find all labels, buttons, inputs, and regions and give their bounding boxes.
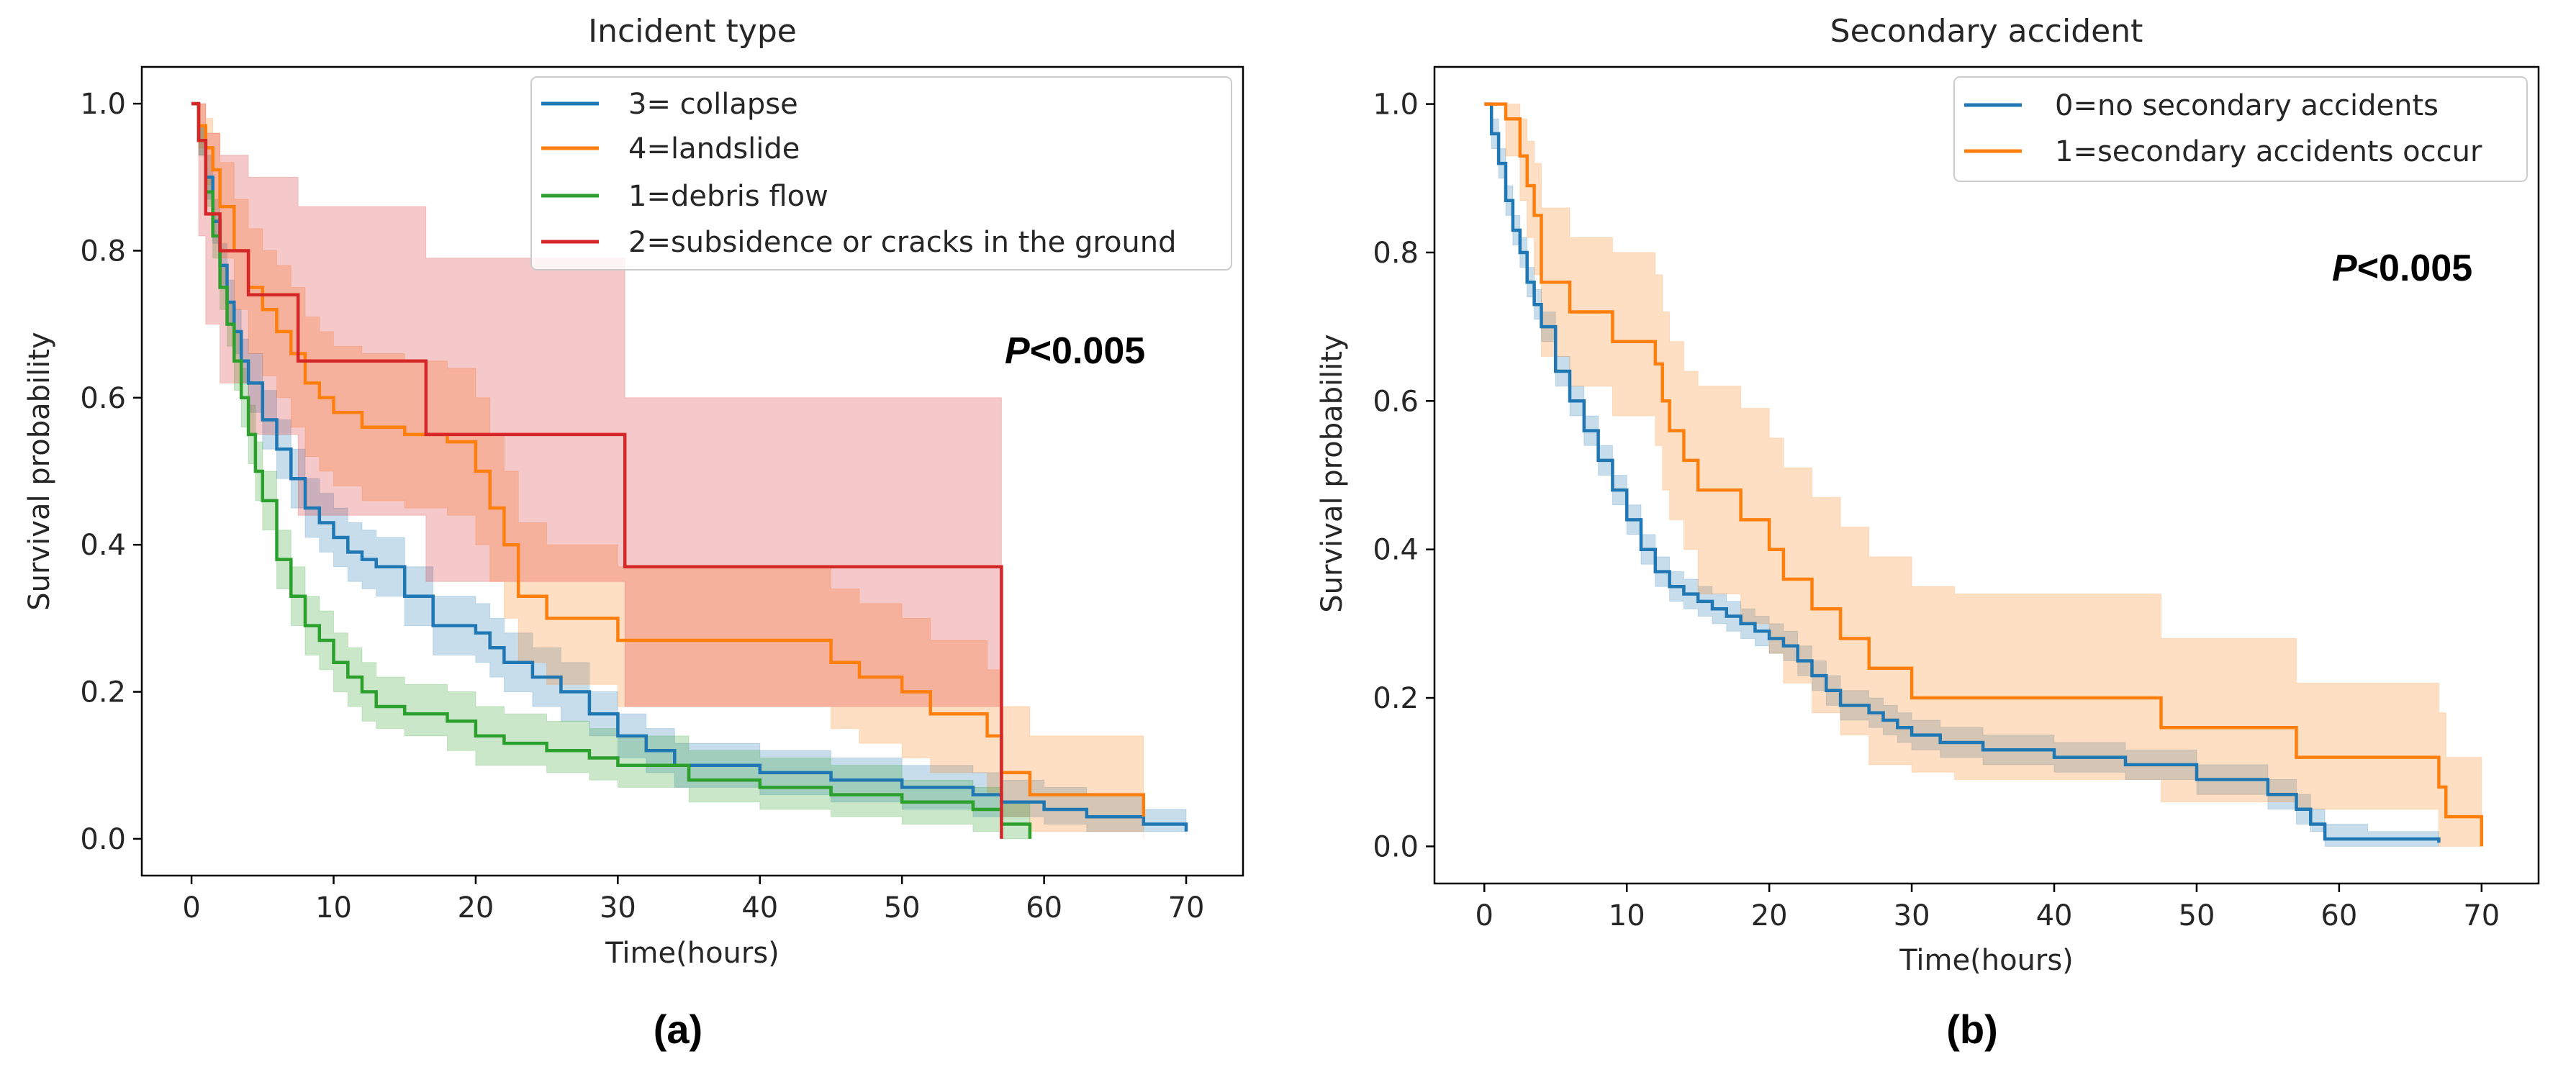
legend-label: 0=no secondary accidents xyxy=(2055,89,2439,122)
confidence-band xyxy=(191,103,1187,835)
y-tick-label: 0.8 xyxy=(80,235,126,268)
panel-caption: (b) xyxy=(1946,1007,1998,1052)
legend-label: 1=secondary accidents occur xyxy=(2055,135,2482,168)
p-value-text: <0.005 xyxy=(2357,247,2473,289)
y-tick-label: 1.0 xyxy=(1373,88,1419,122)
x-tick-label: 60 xyxy=(1026,891,1062,925)
x-tick-label: 70 xyxy=(2463,899,2500,932)
x-axis-label: Time(hours) xyxy=(1899,944,2074,977)
legend-entry: 0=no secondary accidents xyxy=(1964,89,2439,122)
x-tick-label: 40 xyxy=(2036,899,2073,932)
x-tick-label: 0 xyxy=(1475,899,1493,932)
y-tick-label: 0.0 xyxy=(1373,830,1419,863)
survival-line xyxy=(191,101,1003,839)
panel-a: Incident type 0.0 0.2 0.4 0.6 0.8 1.0 0 10 20 30… xyxy=(23,13,1244,1052)
p-value-symbol: P xyxy=(1005,330,1030,372)
y-tick-label: 0.4 xyxy=(1373,534,1419,567)
x-tick-label: 60 xyxy=(2320,899,2357,932)
y-tick-label: 0.2 xyxy=(1373,682,1419,715)
x-tick-label: 10 xyxy=(1609,899,1645,932)
legend-entry: 1=debris flow xyxy=(541,180,828,213)
x-tick-label: 40 xyxy=(741,891,778,925)
p-value-annotation: P<0.005 xyxy=(2332,247,2472,289)
y-tick-label: 1.0 xyxy=(80,88,126,121)
legend-box xyxy=(1953,76,2528,182)
y-tick-label: 0.8 xyxy=(1373,237,1419,270)
y-axis-label: Survival probability xyxy=(23,332,56,610)
legend-box xyxy=(530,76,1232,271)
y-tick-label: 0.0 xyxy=(80,823,126,856)
x-tick-label: 30 xyxy=(600,891,636,925)
x-tick-label: 70 xyxy=(1168,891,1205,925)
panel-b: Secondary accident 0.0 0.2 0.4 0.6 0.8 1.0 0 1… xyxy=(1316,13,2540,1052)
y-axis-label: Survival probability xyxy=(1316,334,1349,612)
legend: 3= collapse 4=landslide 1=debris flow 2=… xyxy=(530,76,1232,271)
confidence-band xyxy=(191,103,1144,839)
survival-line xyxy=(191,101,1032,839)
x-axis: 0 10 20 30 40 50 60 70 xyxy=(1475,884,2500,932)
p-value-text: <0.005 xyxy=(1030,330,1146,372)
plot-area xyxy=(191,101,1188,840)
y-tick-label: 0.6 xyxy=(80,382,126,415)
x-tick-label: 20 xyxy=(1751,899,1788,932)
legend-entry: 2=subsidence or cracks in the ground xyxy=(541,226,1177,259)
legend: 0=no secondary accidents 1=secondary acc… xyxy=(1953,76,2528,182)
y-tick-label: 0.6 xyxy=(1373,385,1419,418)
plot-area xyxy=(1484,102,2484,847)
x-tick-label: 10 xyxy=(315,891,352,925)
y-axis: 0.0 0.2 0.4 0.6 0.8 1.0 xyxy=(80,88,142,856)
legend-entry: 1=secondary accidents occur xyxy=(1964,135,2482,168)
axes-frame xyxy=(1433,65,2540,885)
survival-line xyxy=(1484,102,2441,843)
survival-line xyxy=(1484,102,2484,847)
legend-label: 1=debris flow xyxy=(628,180,828,213)
axes-frame xyxy=(140,65,1244,877)
legend-label: 4=landslide xyxy=(628,132,800,165)
x-axis-label: Time(hours) xyxy=(605,937,779,970)
p-value-symbol: P xyxy=(2332,247,2357,289)
survival-line xyxy=(191,101,1188,832)
chart-title: Incident type xyxy=(588,13,797,50)
legend-entry: 4=landslide xyxy=(541,132,800,165)
x-tick-label: 20 xyxy=(457,891,494,925)
x-tick-label: 50 xyxy=(884,891,921,925)
y-tick-label: 0.2 xyxy=(80,676,126,709)
x-axis: 0 10 20 30 40 50 60 70 xyxy=(182,876,1204,925)
p-value-annotation: P<0.005 xyxy=(1005,330,1145,372)
y-axis: 0.0 0.2 0.4 0.6 0.8 1.0 xyxy=(1373,88,1434,863)
legend-label: 2=subsidence or cracks in the ground xyxy=(628,226,1177,259)
y-tick-label: 0.4 xyxy=(80,529,126,562)
x-tick-label: 30 xyxy=(1894,899,1930,932)
legend-entry: 3= collapse xyxy=(541,88,798,121)
panel-caption: (a) xyxy=(654,1007,702,1052)
x-tick-label: 50 xyxy=(2179,899,2215,932)
chart-title: Secondary accident xyxy=(1830,13,2143,50)
survival-line xyxy=(191,101,1146,817)
confidence-band xyxy=(1484,104,2482,847)
legend-label: 3= collapse xyxy=(628,88,798,121)
x-tick-label: 0 xyxy=(182,891,200,925)
